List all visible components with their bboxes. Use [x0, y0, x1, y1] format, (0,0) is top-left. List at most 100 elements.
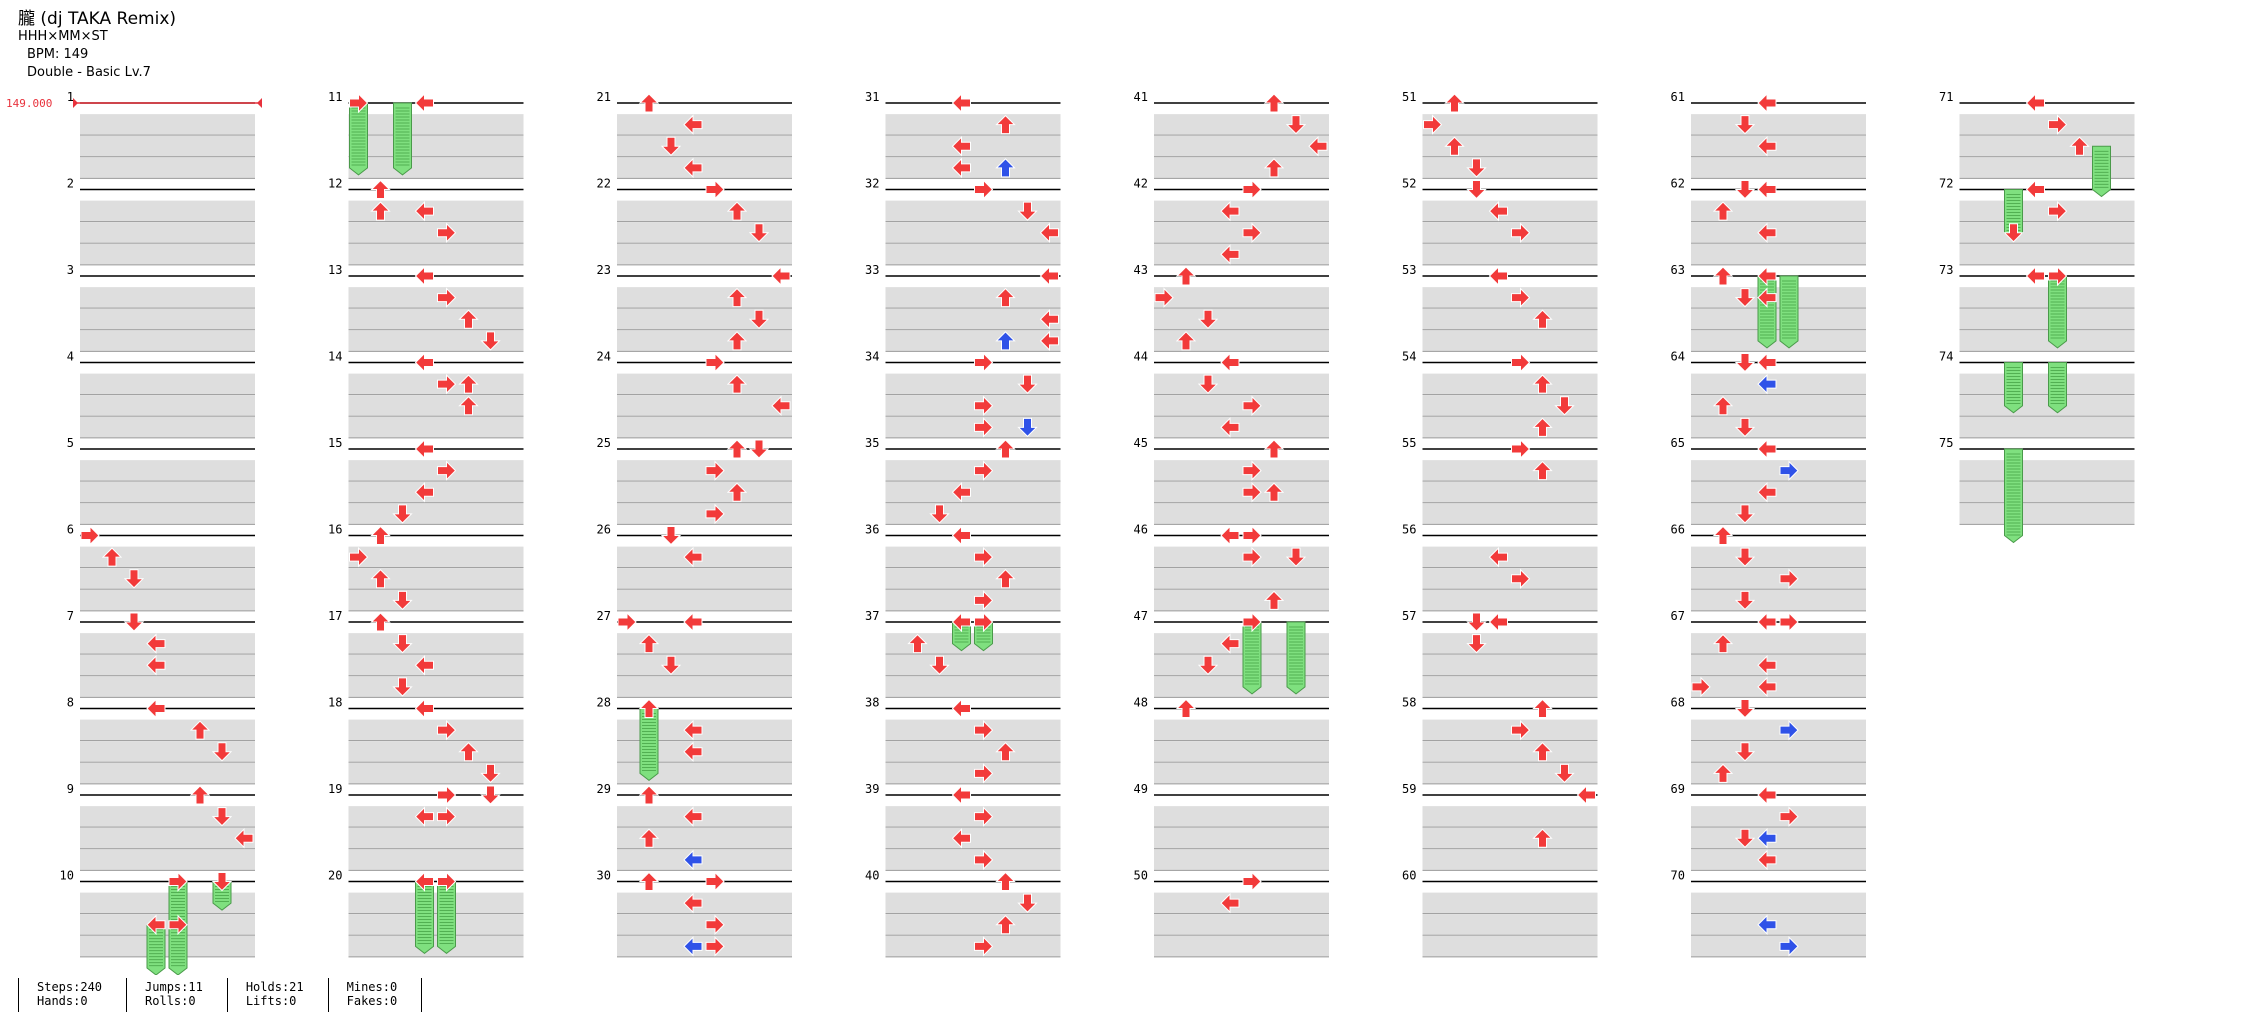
beat-band	[617, 395, 792, 417]
beat-band	[885, 287, 1061, 309]
beat-band	[617, 135, 792, 157]
measure-number: 47	[1134, 609, 1148, 623]
measure-number: 71	[1939, 90, 1953, 104]
step-arrow	[726, 201, 748, 221]
stat-steps: Steps:240	[37, 980, 103, 994]
step-arrow	[2025, 265, 2045, 287]
beat-band	[885, 654, 1061, 676]
measure-16: 16	[328, 523, 524, 612]
step-arrow	[705, 871, 725, 892]
beat-band	[1154, 633, 1329, 655]
hold-note	[415, 881, 434, 955]
beat-band	[1154, 741, 1329, 763]
measure-26: 26	[597, 523, 792, 612]
hold-note	[1286, 621, 1306, 695]
step-arrow	[1757, 482, 1777, 503]
measure-75: 75	[1939, 436, 2135, 525]
measure-number: 15	[328, 436, 342, 450]
beat-band	[617, 308, 792, 330]
measure-23: 23	[597, 263, 792, 352]
beat-band	[1422, 416, 1598, 438]
hold-note	[393, 102, 412, 176]
step-arrow	[1242, 611, 1262, 633]
step-arrow	[211, 742, 233, 762]
measure-number: 30	[597, 869, 611, 883]
beat-band	[1154, 481, 1329, 503]
step-arrow	[146, 914, 166, 935]
beat-band	[1154, 373, 1329, 395]
measure-number: 58	[1402, 696, 1416, 710]
step-arrow	[660, 136, 682, 156]
measure-46: 46	[1134, 523, 1329, 612]
step-arrow	[437, 719, 457, 741]
step-arrow	[2025, 92, 2045, 114]
measure-number: 7	[67, 609, 74, 623]
step-arrow	[1779, 460, 1799, 481]
hold-body	[1286, 621, 1306, 695]
beat-band	[1691, 243, 1866, 265]
beat-band	[1959, 373, 2135, 395]
beat-band	[1422, 676, 1598, 698]
step-arrow	[974, 849, 994, 871]
beat-band	[1691, 200, 1866, 222]
beat-band	[80, 892, 255, 914]
step-arrow	[1308, 136, 1328, 157]
beat-band	[1691, 914, 1866, 936]
step-arrow	[1242, 482, 1262, 503]
step-arrow	[414, 871, 434, 892]
beat-band	[348, 568, 524, 590]
beat-band	[617, 481, 792, 503]
step-arrow	[370, 569, 391, 589]
measure-number: 63	[1671, 263, 1685, 277]
step-arrow	[726, 287, 748, 308]
step-arrow	[1263, 93, 1285, 113]
step-arrow	[1197, 309, 1219, 329]
step-arrow	[929, 504, 950, 524]
measure-number: 3	[67, 263, 74, 277]
beat-band	[1154, 135, 1329, 157]
step-arrow	[1220, 525, 1240, 546]
step-arrow	[1175, 698, 1197, 718]
step-arrow	[1532, 828, 1553, 848]
hold-body	[2092, 145, 2111, 198]
measure-60: 60	[1402, 869, 1598, 958]
beat-band	[617, 546, 792, 568]
beat-band	[348, 243, 524, 265]
step-arrow	[1734, 828, 1756, 848]
hold-note	[2004, 448, 2023, 544]
beat-band	[885, 200, 1061, 222]
beat-band	[1154, 395, 1329, 417]
step-arrow	[771, 395, 791, 416]
step-arrow	[974, 611, 994, 633]
step-arrow	[349, 546, 369, 568]
step-arrow	[1532, 742, 1553, 762]
step-arrow	[1757, 784, 1777, 806]
measure-number: 45	[1134, 436, 1148, 450]
step-arrow	[1779, 719, 1799, 741]
measure-number: 25	[597, 436, 611, 450]
beat-band	[1422, 806, 1598, 828]
hold-note	[168, 881, 188, 933]
beat-band	[348, 654, 524, 676]
measure-number: 54	[1402, 350, 1416, 364]
beat-band	[1154, 827, 1329, 849]
beat-band	[1154, 308, 1329, 330]
step-arrow	[392, 590, 413, 611]
measure-number: 46	[1134, 523, 1148, 537]
beat-band	[80, 762, 255, 784]
measure-number: 70	[1671, 869, 1685, 883]
step-arrow	[1220, 892, 1240, 914]
measure-number: 10	[60, 869, 74, 883]
measure-38: 38	[865, 696, 1061, 785]
beat-band	[348, 395, 524, 417]
step-arrow	[1511, 568, 1531, 589]
beat-band	[1154, 806, 1329, 828]
step-chart: 1234567891011121314151617181920212223242…	[6, 90, 2135, 975]
beat-band	[1691, 892, 1866, 914]
step-arrow	[995, 287, 1016, 308]
step-arrow	[1757, 655, 1777, 676]
step-arrow	[1263, 158, 1285, 178]
measure-64: 64	[1671, 350, 1866, 439]
step-arrow	[2048, 114, 2068, 135]
beat-band	[80, 503, 255, 525]
